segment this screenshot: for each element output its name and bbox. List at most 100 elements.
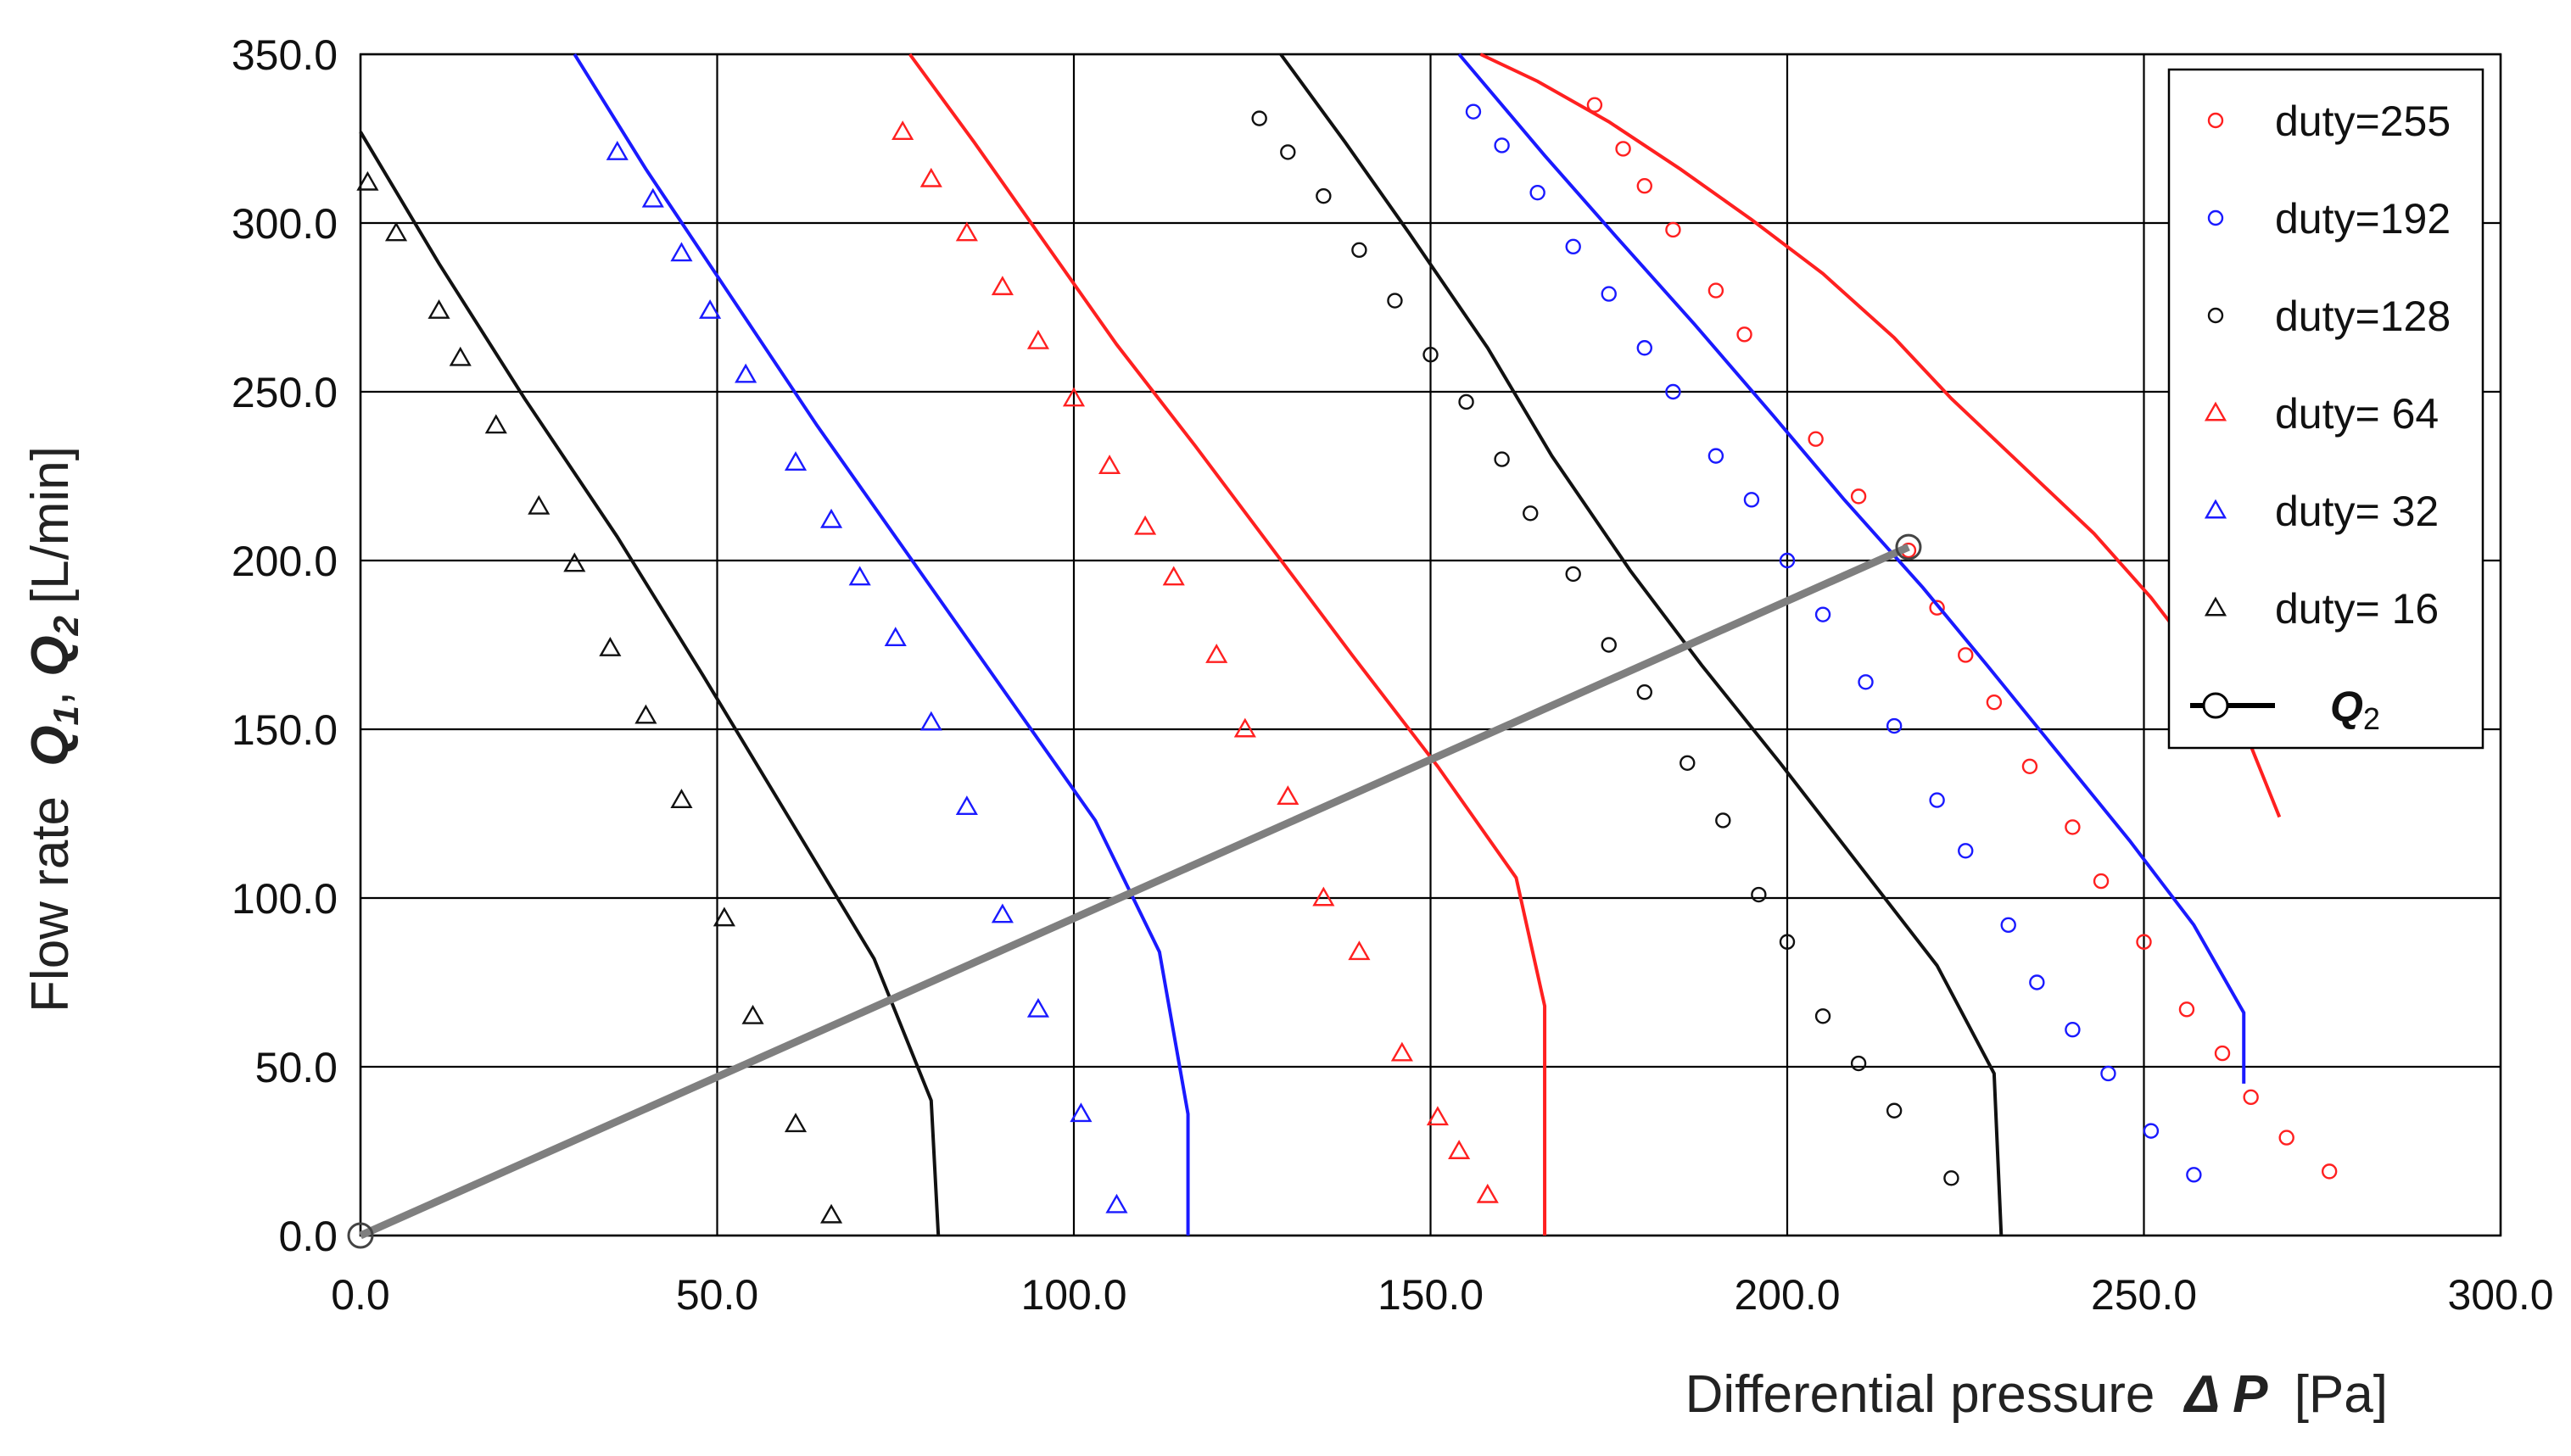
data-point <box>2178 1001 2195 1018</box>
data-point <box>1476 1183 1499 1203</box>
fit-line <box>908 53 1547 1236</box>
data-point <box>2029 974 2045 990</box>
legend-label: duty= 16 <box>2275 585 2439 633</box>
x-tick-label: 0.0 <box>331 1271 390 1319</box>
data-point <box>1494 137 1510 153</box>
data-point <box>1751 886 1767 903</box>
data-series <box>347 53 2338 1249</box>
data-point <box>1886 717 1903 734</box>
data-point <box>1565 238 1581 255</box>
legend-marker <box>2207 112 2224 129</box>
y-axis-title: Flow rate Q1, Q2[L/min] <box>21 446 86 1013</box>
data-point <box>1387 293 1403 309</box>
data-point <box>1523 505 1539 522</box>
y-tick-label: 100.0 <box>232 875 338 923</box>
series-2 <box>1251 53 2004 1236</box>
series-3 <box>891 53 1547 1236</box>
data-point <box>1636 340 1653 356</box>
data-point <box>2278 1130 2294 1146</box>
legend-marker <box>2204 499 2227 519</box>
data-point <box>428 299 450 319</box>
fit-line <box>1279 53 2004 1236</box>
data-point <box>1814 606 1831 622</box>
q2-endpoint <box>347 1222 374 1249</box>
data-point <box>1494 451 1510 467</box>
data-point <box>2186 1167 2202 1183</box>
data-point <box>1390 1041 1413 1062</box>
data-point <box>1743 492 1760 508</box>
data-point <box>848 566 871 586</box>
fit-line <box>573 53 1190 1236</box>
legend-label: duty= 32 <box>2275 488 2439 535</box>
data-point <box>1586 97 1603 113</box>
legend-marker <box>2204 596 2227 616</box>
legend-marker <box>2207 307 2224 324</box>
data-point <box>1351 242 1367 259</box>
data-point <box>1233 717 1256 738</box>
data-point <box>1715 812 1731 828</box>
data-point <box>884 627 907 646</box>
data-point <box>1026 997 1050 1018</box>
data-point <box>2321 1163 2338 1180</box>
data-point <box>1426 1106 1449 1126</box>
y-tick-label: 200.0 <box>232 538 338 585</box>
data-point <box>1814 1008 1831 1024</box>
legend-marker-q2 <box>2202 692 2229 719</box>
legend-label: duty=192 <box>2275 195 2451 243</box>
data-point <box>1062 387 1086 407</box>
data-point <box>1929 600 1945 616</box>
data-point <box>741 1004 764 1024</box>
data-point <box>891 120 914 140</box>
data-point <box>1348 940 1371 961</box>
data-point <box>1070 1102 1093 1123</box>
data-point <box>1636 684 1653 700</box>
data-point <box>1465 103 1482 120</box>
data-point <box>1026 329 1050 349</box>
data-point <box>955 795 978 815</box>
x-tick-label: 250.0 <box>2091 1271 2197 1319</box>
y-axis-label: Flow rate <box>21 796 80 1013</box>
legend-marker <box>2207 209 2224 226</box>
series-6 <box>347 533 1922 1249</box>
data-point <box>2143 1123 2160 1139</box>
data-point <box>784 451 808 471</box>
data-point <box>1565 566 1581 583</box>
data-point <box>670 789 693 809</box>
y-tick-label: 350.0 <box>232 31 338 79</box>
data-point <box>991 276 1014 296</box>
data-point <box>735 363 757 383</box>
y-tick-label: 50.0 <box>255 1044 338 1091</box>
data-point <box>356 170 379 191</box>
data-point <box>2000 917 2016 934</box>
data-point <box>1680 755 1696 771</box>
data-point <box>699 299 722 319</box>
y-axis-symbol-2: Q <box>21 635 80 676</box>
fit-line <box>1457 53 2246 1084</box>
data-point <box>991 903 1014 923</box>
data-point <box>1779 934 1796 950</box>
data-point <box>1277 785 1299 806</box>
legend-q-sub: 2 <box>2363 701 2380 736</box>
y-axis-unit: [L/min] <box>21 446 80 604</box>
data-point <box>819 1203 843 1224</box>
data-point <box>1986 694 2003 711</box>
data-point <box>2065 819 2081 835</box>
x-axis-label: Differential pressure <box>1685 1365 2155 1424</box>
data-point <box>1665 221 1681 238</box>
data-point <box>713 907 735 927</box>
data-point <box>1601 637 1617 653</box>
data-point <box>784 1113 808 1133</box>
y-axis-separator: , <box>21 677 80 706</box>
data-point <box>819 508 843 528</box>
x-tick-labels: 0.0 50.0 100.0 150.0 200.0 250.0 300.0 <box>331 1271 2553 1319</box>
x-tick-label: 100.0 <box>1020 1271 1126 1319</box>
data-point <box>1886 1102 1903 1118</box>
data-point <box>1458 393 1474 410</box>
series-5 <box>356 131 941 1236</box>
data-point <box>919 711 942 731</box>
data-point <box>2021 758 2038 774</box>
y-axis-sub-2: 2 <box>46 616 86 636</box>
data-point <box>1162 566 1185 586</box>
data-point <box>1636 178 1653 194</box>
